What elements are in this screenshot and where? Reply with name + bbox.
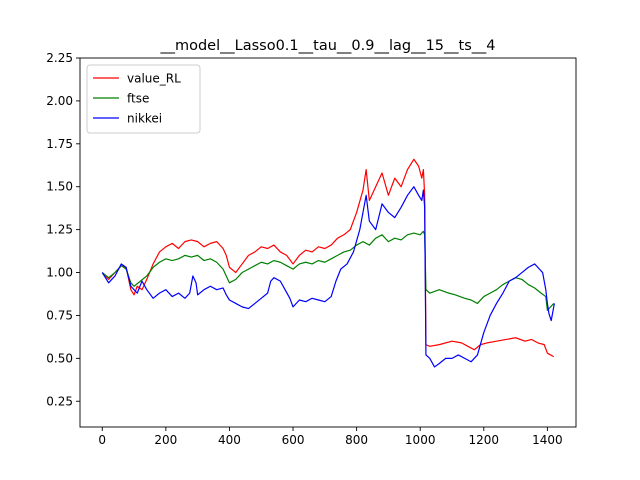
x-tick-label: 1000 (405, 433, 436, 447)
x-tick-label: 0 (98, 433, 106, 447)
y-tick-label: 2.25 (46, 51, 73, 65)
y-tick-label: 1.50 (46, 180, 73, 194)
x-tick-label: 200 (154, 433, 177, 447)
y-tick-label: 0.75 (46, 308, 73, 322)
x-tick-label: 600 (282, 433, 305, 447)
x-tick-label: 1400 (532, 433, 563, 447)
x-tick-label: 400 (218, 433, 241, 447)
y-tick-label: 2.00 (46, 94, 73, 108)
series-line-ftse (101, 230, 555, 311)
y-tick-label: 1.75 (46, 137, 73, 151)
x-tick-label: 800 (345, 433, 368, 447)
legend-label: nikkei (127, 112, 162, 126)
series-line-value-rl (101, 158, 555, 358)
legend-box (86, 64, 201, 134)
plot-area (101, 158, 555, 368)
chart-title: __model__Lasso0.1__tau__0.9__lag__15__ts… (159, 38, 495, 54)
axes: 0 200 400 600 800 1000 1200 1400 0.25 0.50 0.75 1.0… (46, 51, 577, 447)
legend-label: ftse (127, 92, 149, 106)
legend-label: value_RL (127, 72, 181, 86)
y-tick-label: 1.25 (46, 223, 73, 237)
x-tick-label: 1200 (469, 433, 500, 447)
y-tick-label: 0.25 (46, 394, 73, 408)
y-tick-label: 0.50 (46, 351, 73, 365)
y-tick-label: 1.00 (46, 266, 73, 280)
series-line-nikkei (101, 186, 555, 368)
plot-frame (79, 57, 577, 428)
